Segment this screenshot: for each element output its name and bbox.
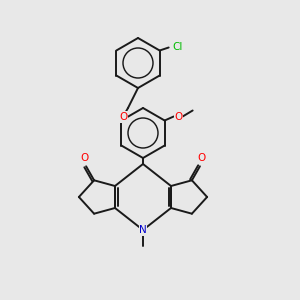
Text: O: O — [198, 153, 206, 163]
Text: Cl: Cl — [172, 41, 183, 52]
Text: O: O — [175, 112, 183, 122]
Text: O: O — [119, 112, 127, 122]
Text: N: N — [139, 225, 147, 235]
Text: O: O — [80, 153, 88, 163]
